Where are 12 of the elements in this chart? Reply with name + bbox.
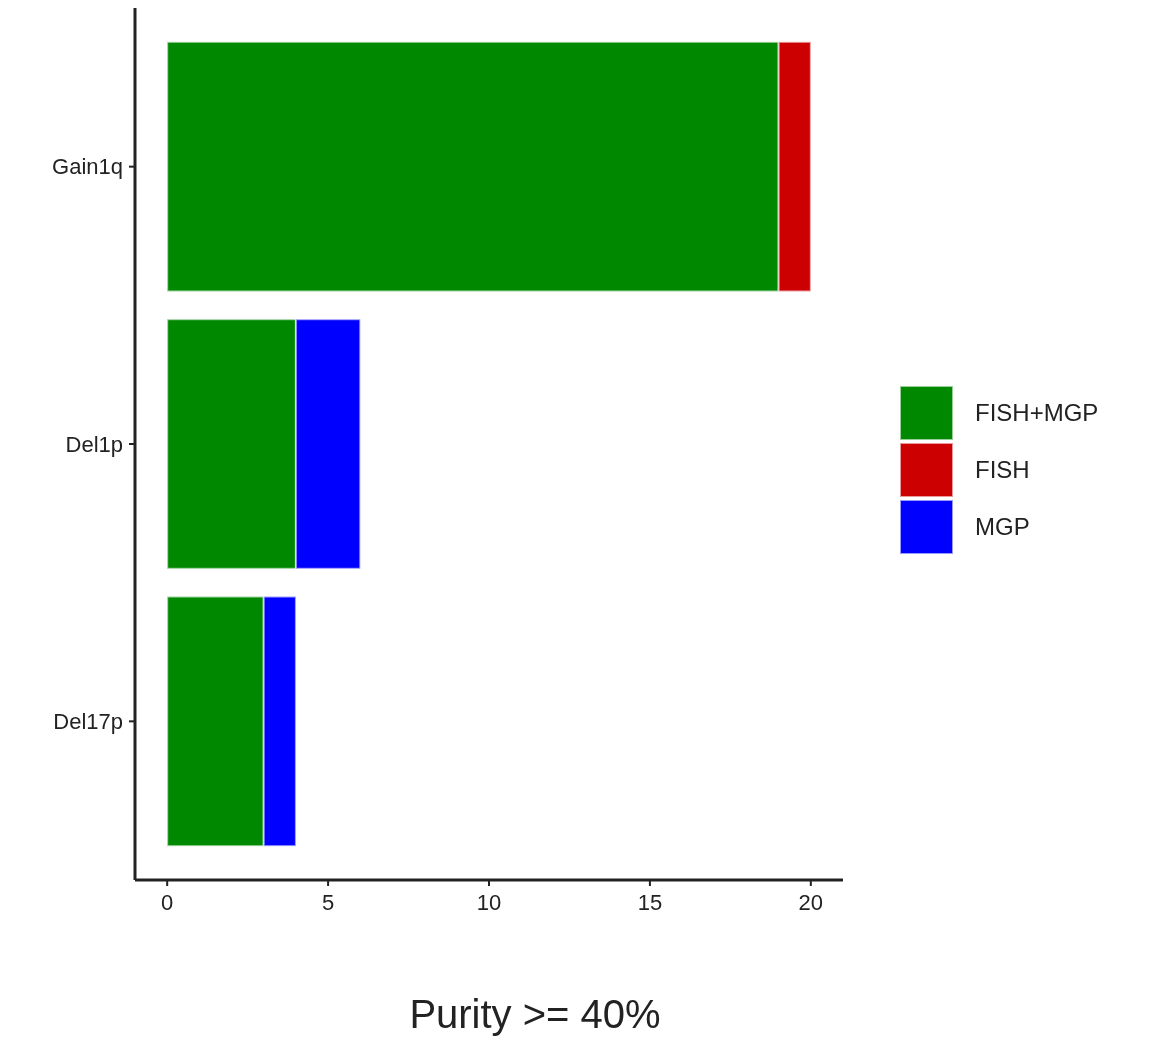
x-tick-label: 10 (476, 890, 502, 915)
x-tick-label: 20 (798, 890, 824, 915)
x-axis-title: Purity >= 40% (409, 992, 661, 1036)
legend-label: FISH (975, 456, 1030, 484)
y-tick-label: Gain1q (52, 154, 123, 180)
legend-label: MGP (975, 513, 1030, 541)
x-tick-label: 15 (637, 890, 663, 915)
y-tick-label: Del1p (65, 431, 123, 457)
y-tick-label: Del17p (53, 709, 123, 735)
x-tick-label: 0 (161, 890, 174, 915)
legend-label: FISH+MGP (975, 399, 1099, 427)
x-tick-label: 5 (321, 890, 335, 915)
